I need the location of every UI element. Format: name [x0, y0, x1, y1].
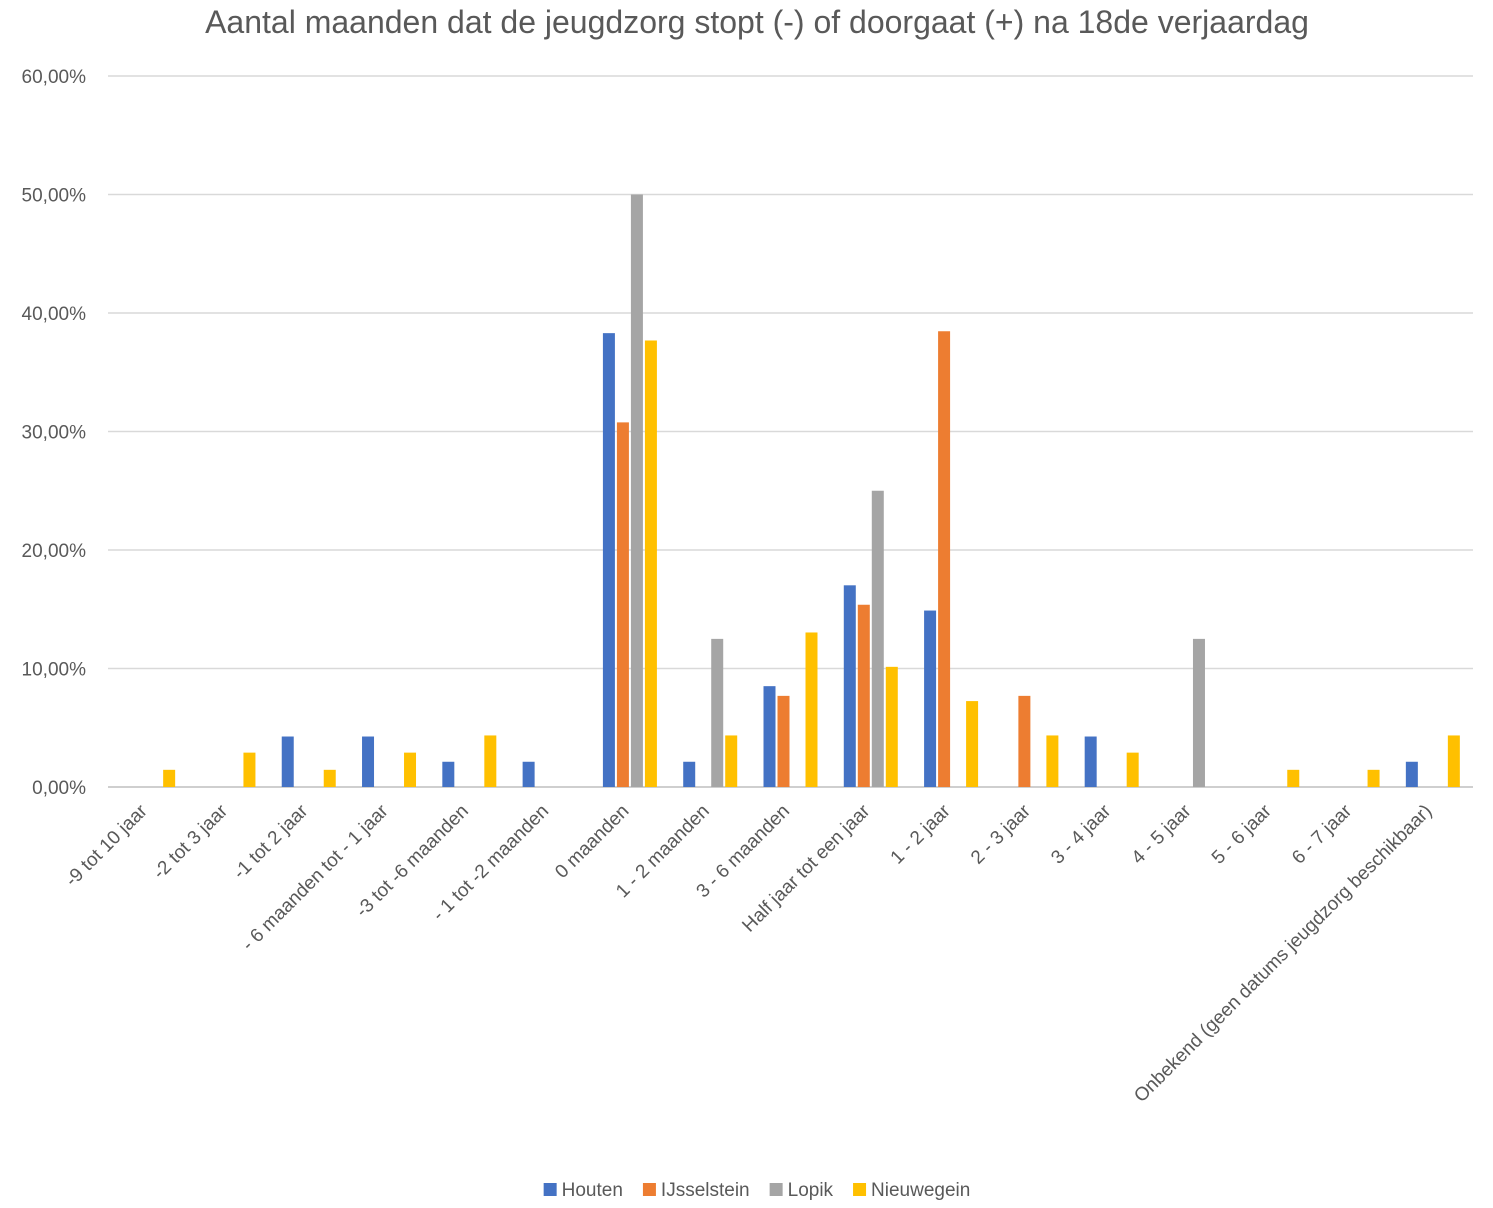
legend-item: Nieuwegein: [853, 1180, 970, 1201]
bar-nieuwegein-8: [805, 632, 818, 787]
bar-houten-16: [1405, 761, 1418, 787]
bar-nieuwegein-1: [243, 752, 256, 787]
x-tick-label: -9 tot 10 jaar: [61, 800, 152, 891]
x-tick-label: -1 tot 2 jaar: [229, 800, 312, 883]
x-tick-label: 2 - 3 jaar: [967, 800, 1035, 868]
legend-swatch: [642, 1183, 656, 1196]
y-tick-label: 50,00%: [22, 186, 87, 207]
bar-houten-2: [281, 736, 294, 787]
legend-swatch: [769, 1183, 783, 1196]
bar-nieuwegein-12: [1126, 752, 1139, 787]
bar-lopik-9: [871, 490, 884, 787]
legend-swatch: [853, 1183, 867, 1196]
bar-ijsselstein-6: [616, 422, 629, 787]
bar-nieuwegein-6: [644, 340, 657, 787]
bar-nieuwegein-3: [404, 752, 417, 787]
x-tick-label: 1 - 2 jaar: [887, 800, 955, 868]
bar-nieuwegein-0: [163, 769, 176, 787]
bar-houten-3: [362, 736, 375, 787]
bar-nieuwegein-15: [1367, 769, 1380, 787]
bar-houten-8: [763, 686, 776, 787]
x-axis-tick-labels: -9 tot 10 jaar-2 tot 3 jaar-1 tot 2 jaar…: [61, 800, 1436, 1107]
bar-nieuwegein-9: [885, 666, 898, 787]
legend-item: Lopik: [769, 1180, 834, 1201]
y-tick-label: 40,00%: [22, 304, 87, 325]
legend: Houten IJsselstein Lopik Nieuwegein: [543, 1180, 970, 1201]
x-tick-label: Onbekend (geen datums jeugdzorg beschikb…: [1130, 801, 1436, 1107]
bar-ijsselstein-8: [777, 695, 790, 787]
x-tick-label: 4 - 5 jaar: [1128, 800, 1196, 868]
legend-label: Lopik: [788, 1180, 834, 1201]
legend-label: IJsselstein: [661, 1180, 750, 1201]
y-tick-label: 20,00%: [22, 541, 87, 562]
x-tick-label: 5 - 6 jaar: [1208, 800, 1276, 868]
legend-item: IJsselstein: [642, 1180, 750, 1201]
legend-swatch: [543, 1183, 557, 1196]
bar-houten-10: [924, 610, 937, 787]
legend-item: Houten: [543, 1180, 623, 1201]
bar-nieuwegein-16: [1447, 735, 1460, 787]
gridlines: [108, 75, 1473, 788]
bar-houten-5: [522, 761, 535, 787]
x-tick-label: 3 - 4 jaar: [1047, 800, 1115, 868]
bar-nieuwegein-10: [966, 701, 979, 787]
y-tick-label: 0,00%: [32, 778, 86, 799]
y-axis-tick-labels: 0,00% 10,00% 20,00% 30,00% 40,00% 50,00% 60,00…: [22, 67, 87, 799]
x-tick-label: -2 tot 3 jaar: [149, 800, 232, 883]
bar-lopik-6: [630, 194, 643, 787]
bar-nieuwegein-4: [484, 735, 497, 787]
x-tick-label: - 6 maanden tot - 1 jaar: [238, 800, 393, 955]
x-tick-label: 0 maanden: [551, 801, 633, 883]
chart-title: Aantal maanden dat de jeugdzorg stopt (-…: [205, 4, 1309, 40]
bar-nieuwegein-7: [725, 735, 738, 787]
bar-nieuwegein-11: [1046, 735, 1059, 787]
bar-houten-4: [442, 761, 455, 787]
legend-label: Houten: [562, 1180, 623, 1201]
bar-ijsselstein-11: [1018, 695, 1031, 787]
bar-lopik-7: [711, 638, 724, 788]
y-tick-label: 30,00%: [22, 423, 87, 444]
y-tick-label: 60,00%: [22, 67, 87, 88]
x-tick-label: 6 - 7 jaar: [1288, 800, 1356, 868]
bar-ijsselstein-10: [938, 331, 951, 787]
y-tick-label: 10,00%: [22, 660, 87, 681]
bar-houten-6: [602, 333, 615, 787]
bar-ijsselstein-9: [857, 604, 870, 787]
bar-houten-7: [683, 761, 696, 787]
bar-houten-9: [843, 585, 856, 787]
bar-nieuwegein-2: [323, 769, 336, 787]
bar-houten-12: [1084, 736, 1097, 787]
bar-nieuwegein-14: [1287, 769, 1300, 787]
bars: [163, 194, 1460, 788]
legend-label: Nieuwegein: [871, 1180, 970, 1201]
bar-lopik-13: [1192, 638, 1205, 788]
